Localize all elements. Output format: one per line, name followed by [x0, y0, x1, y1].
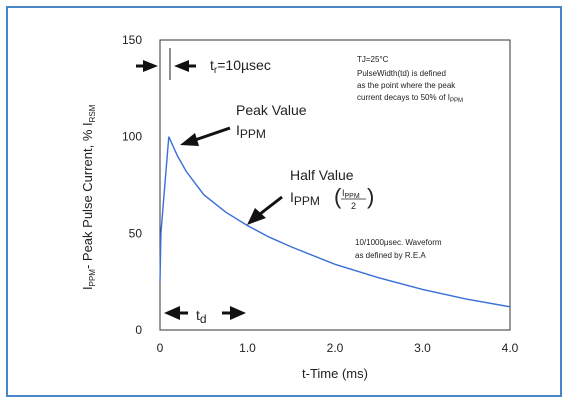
peak-symbol-sub: PPM: [240, 127, 266, 141]
pulse-width-annotation: td: [164, 306, 246, 326]
tr-right-arrow: [174, 60, 189, 72]
y-axis-title-sub: RSM: [88, 104, 97, 122]
series-line: [159, 136, 511, 308]
tr-value: =10µsec: [217, 57, 271, 73]
y-axis-symbol: I: [80, 286, 95, 290]
frac-num-symbol: I: [342, 188, 345, 198]
figure-frame: [6, 6, 562, 397]
half-arrow-head: [247, 208, 266, 225]
frac-paren-right: ): [367, 184, 374, 209]
peak-arrow-shaft: [194, 126, 231, 142]
tr-left-arrow: [143, 60, 158, 72]
peak-arrow-head: [180, 133, 199, 146]
x-axis-ticks: 0 1.0 2.0 3.0 4.0: [157, 341, 519, 355]
td-label: td: [196, 307, 207, 326]
y-tick-label: 50: [129, 226, 143, 240]
half-title: Half Value: [290, 167, 354, 183]
y-tick-label: 100: [122, 130, 142, 144]
td-right-arrow: [230, 306, 246, 320]
half-symbol-group: IPPM: [290, 189, 320, 208]
x-tick-label: 0: [157, 341, 164, 355]
x-tick-label: 4.0: [502, 341, 519, 355]
tr-symbol: t: [210, 57, 214, 73]
plot-area: [159, 39, 511, 331]
x-axis-title: t-Time (ms): [302, 366, 368, 381]
tr-label: tr=10µsec: [210, 57, 271, 76]
y-axis-title: IPPM- Peak Pulse Current, % IRSM: [80, 104, 97, 290]
note-line-2: PulseWidth(td) is defined: [357, 69, 446, 78]
x-tick-label: 2.0: [327, 341, 344, 355]
note-line-4-sub: PPM: [450, 98, 463, 104]
note-line-1: TJ=25°C: [357, 55, 389, 64]
note-line-3: as the point where the peak: [357, 81, 456, 90]
peak-symbol: I: [236, 122, 240, 138]
peak-symbol-group: IPPM: [236, 122, 266, 141]
waveform-note-2: as defined by R.E.A: [355, 251, 426, 260]
frac-paren-left: (: [334, 184, 342, 209]
x-tick-label: 3.0: [414, 341, 431, 355]
frac-denominator: 2: [351, 201, 356, 211]
half-arrow-shaft: [259, 195, 283, 216]
note-line-4: current decays to 50% of IPPM: [357, 93, 463, 104]
peak-value-annotation: Peak Value IPPM: [180, 102, 307, 146]
y-axis-title-text: - Peak Pulse Current, % I: [80, 122, 95, 269]
conditions-note: TJ=25°C PulseWidth(td) is defined as the…: [357, 55, 463, 104]
frac-num-sub: PPM: [345, 193, 360, 200]
y-axis-symbol-sub: PPM: [88, 269, 97, 287]
rise-time-annotation: tr=10µsec: [136, 48, 271, 80]
frac-numerator: IPPM: [342, 188, 360, 200]
half-symbol-sub: PPM: [294, 194, 320, 208]
note-line-4-text: current decays to 50% of I: [357, 93, 450, 102]
half-value-annotation: Half Value IPPM ( IPPM 2 ): [247, 167, 374, 225]
x-tick-label: 1.0: [239, 341, 256, 355]
td-symbol: t: [196, 307, 200, 323]
td-left-arrow: [164, 306, 180, 320]
y-tick-label: 150: [122, 33, 142, 47]
tr-subscript: r: [214, 65, 218, 76]
half-symbol: I: [290, 189, 294, 205]
y-tick-label: 0: [135, 323, 142, 337]
waveform-note-1: 10/1000µsec. Waveform: [355, 238, 442, 247]
y-axis-ticks: 0 50 100 150: [122, 33, 142, 337]
td-subscript: d: [200, 312, 207, 326]
peak-title: Peak Value: [236, 102, 307, 118]
